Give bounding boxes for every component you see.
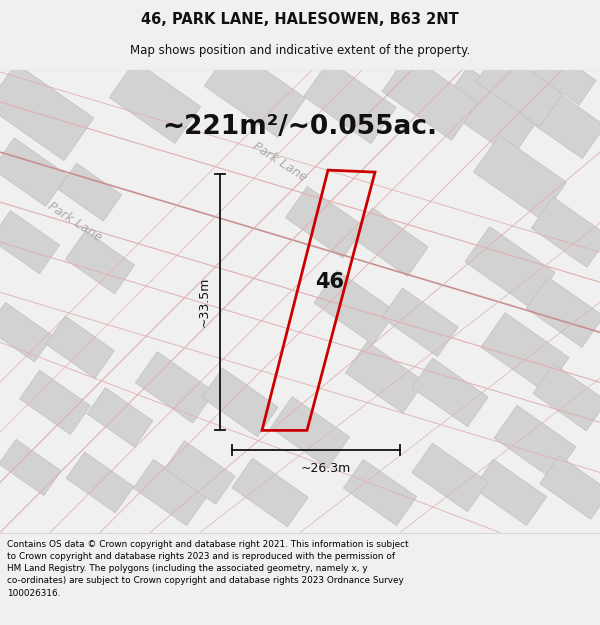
Polygon shape bbox=[473, 135, 566, 219]
Polygon shape bbox=[481, 312, 569, 392]
Polygon shape bbox=[304, 61, 396, 144]
Polygon shape bbox=[65, 231, 134, 294]
Polygon shape bbox=[205, 46, 305, 138]
Polygon shape bbox=[0, 302, 53, 362]
Text: ~26.3m: ~26.3m bbox=[301, 462, 351, 475]
Polygon shape bbox=[136, 352, 215, 423]
Polygon shape bbox=[66, 452, 134, 512]
Text: Contains OS data © Crown copyright and database right 2021. This information is : Contains OS data © Crown copyright and d… bbox=[7, 540, 409, 598]
Polygon shape bbox=[412, 358, 488, 427]
Polygon shape bbox=[382, 54, 478, 140]
Polygon shape bbox=[352, 208, 428, 276]
Polygon shape bbox=[534, 49, 596, 105]
Polygon shape bbox=[533, 364, 600, 431]
Polygon shape bbox=[382, 288, 458, 356]
Polygon shape bbox=[494, 406, 576, 479]
Polygon shape bbox=[526, 277, 600, 348]
Polygon shape bbox=[0, 439, 61, 496]
Polygon shape bbox=[46, 316, 115, 379]
Polygon shape bbox=[412, 443, 488, 512]
Polygon shape bbox=[531, 197, 600, 268]
Polygon shape bbox=[476, 48, 564, 127]
Polygon shape bbox=[525, 86, 600, 159]
Polygon shape bbox=[271, 397, 350, 468]
Text: Park Lane: Park Lane bbox=[46, 200, 104, 244]
Polygon shape bbox=[0, 138, 68, 206]
Polygon shape bbox=[0, 64, 94, 161]
Polygon shape bbox=[232, 458, 308, 527]
Text: 46, PARK LANE, HALESOWEN, B63 2NT: 46, PARK LANE, HALESOWEN, B63 2NT bbox=[141, 12, 459, 27]
Polygon shape bbox=[0, 211, 59, 274]
Polygon shape bbox=[87, 388, 153, 447]
Polygon shape bbox=[473, 459, 547, 526]
Polygon shape bbox=[165, 441, 235, 504]
Text: Park Lane: Park Lane bbox=[251, 140, 310, 184]
Polygon shape bbox=[314, 270, 396, 344]
Text: ~33.5m: ~33.5m bbox=[197, 277, 211, 328]
Polygon shape bbox=[202, 368, 278, 437]
Polygon shape bbox=[58, 163, 122, 221]
Text: ~221m²/~0.055ac.: ~221m²/~0.055ac. bbox=[163, 114, 437, 140]
Polygon shape bbox=[346, 342, 425, 413]
Text: Map shows position and indicative extent of the property.: Map shows position and indicative extent… bbox=[130, 44, 470, 57]
Polygon shape bbox=[133, 459, 206, 526]
Polygon shape bbox=[286, 186, 365, 258]
Text: 46: 46 bbox=[316, 272, 344, 292]
Polygon shape bbox=[440, 67, 540, 157]
Polygon shape bbox=[109, 61, 200, 144]
Polygon shape bbox=[465, 227, 555, 308]
Polygon shape bbox=[540, 456, 600, 519]
Polygon shape bbox=[20, 370, 91, 434]
Polygon shape bbox=[343, 459, 416, 526]
